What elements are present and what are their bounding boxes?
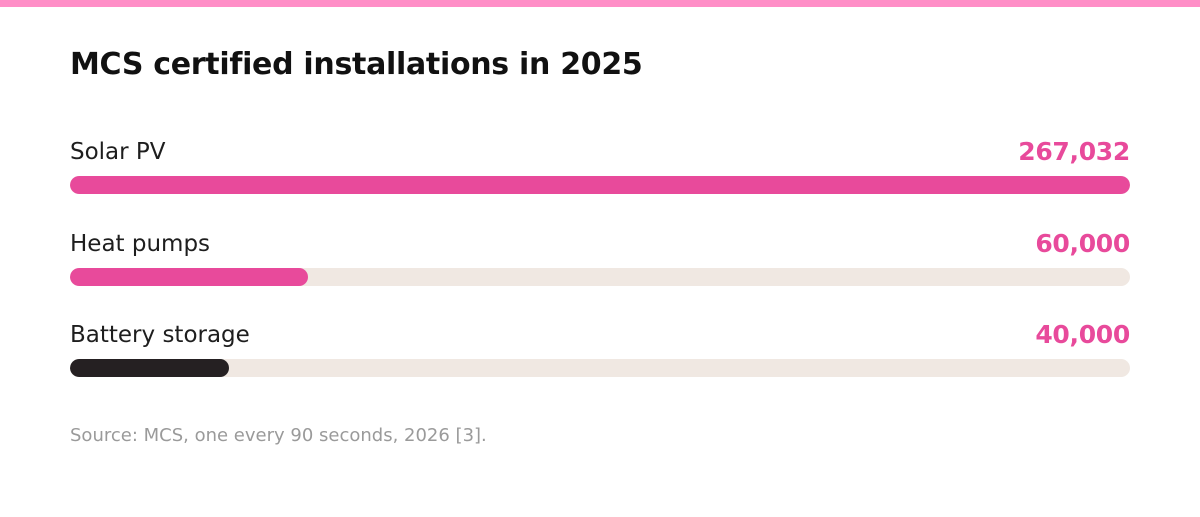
bar-track [70, 268, 1130, 286]
bar-fill [70, 268, 309, 286]
bar-fill [70, 359, 229, 377]
source-note: Source: MCS, one every 90 seconds, 2026 … [70, 425, 487, 446]
top-accent-stripe [0, 0, 1200, 7]
bar-label: Solar PV [70, 139, 166, 165]
bar-fill [70, 176, 1130, 194]
bar-row-battery-storage: Battery storage 40,000 [70, 320, 1130, 382]
bar-row-solar-pv: Solar PV 267,032 [70, 137, 1130, 199]
bar-row-heat-pumps: Heat pumps 60,000 [70, 229, 1130, 291]
bar-label: Battery storage [70, 322, 250, 348]
bar-value-label: 267,032 [1018, 137, 1130, 166]
bar-value-label: 60,000 [1035, 229, 1130, 258]
bar-track [70, 176, 1130, 194]
bar-track [70, 359, 1130, 377]
chart-title: MCS certified installations in 2025 [70, 47, 643, 82]
bar-value-label: 40,000 [1035, 320, 1130, 349]
bar-label: Heat pumps [70, 231, 211, 257]
